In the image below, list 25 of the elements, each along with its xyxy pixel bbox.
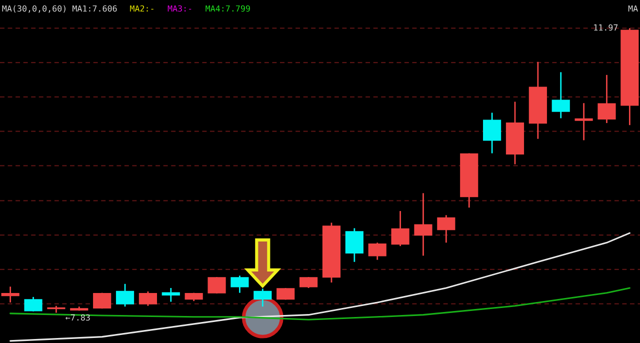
candlestick (437, 214, 456, 244)
candlestick (24, 296, 42, 312)
annotation: MA3:- (168, 5, 192, 12)
candlestick (230, 274, 249, 294)
candlestick (598, 74, 616, 124)
candlestick (208, 276, 226, 294)
annotation: MA2:- (130, 5, 154, 12)
candlestick (391, 210, 410, 247)
candlestick (1, 286, 20, 304)
candlestick (414, 192, 432, 256)
candlestick (299, 276, 318, 289)
candlestick (345, 228, 364, 263)
candlestick (138, 290, 157, 307)
candlestick (368, 242, 386, 261)
candlestick (574, 102, 593, 141)
candlestick (552, 71, 570, 119)
annotation: MA4:7.799 (206, 5, 250, 12)
annotation: MA(30,0,0,60) MA1:7.606 (2, 5, 117, 13)
annotation: MA (628, 5, 638, 12)
candlestick (116, 283, 134, 308)
candlestick (162, 287, 180, 302)
annotation: ←7.83 (66, 314, 90, 321)
candlestick (254, 288, 272, 308)
candlestick (483, 112, 502, 154)
annotation: 11.97 (594, 24, 618, 31)
